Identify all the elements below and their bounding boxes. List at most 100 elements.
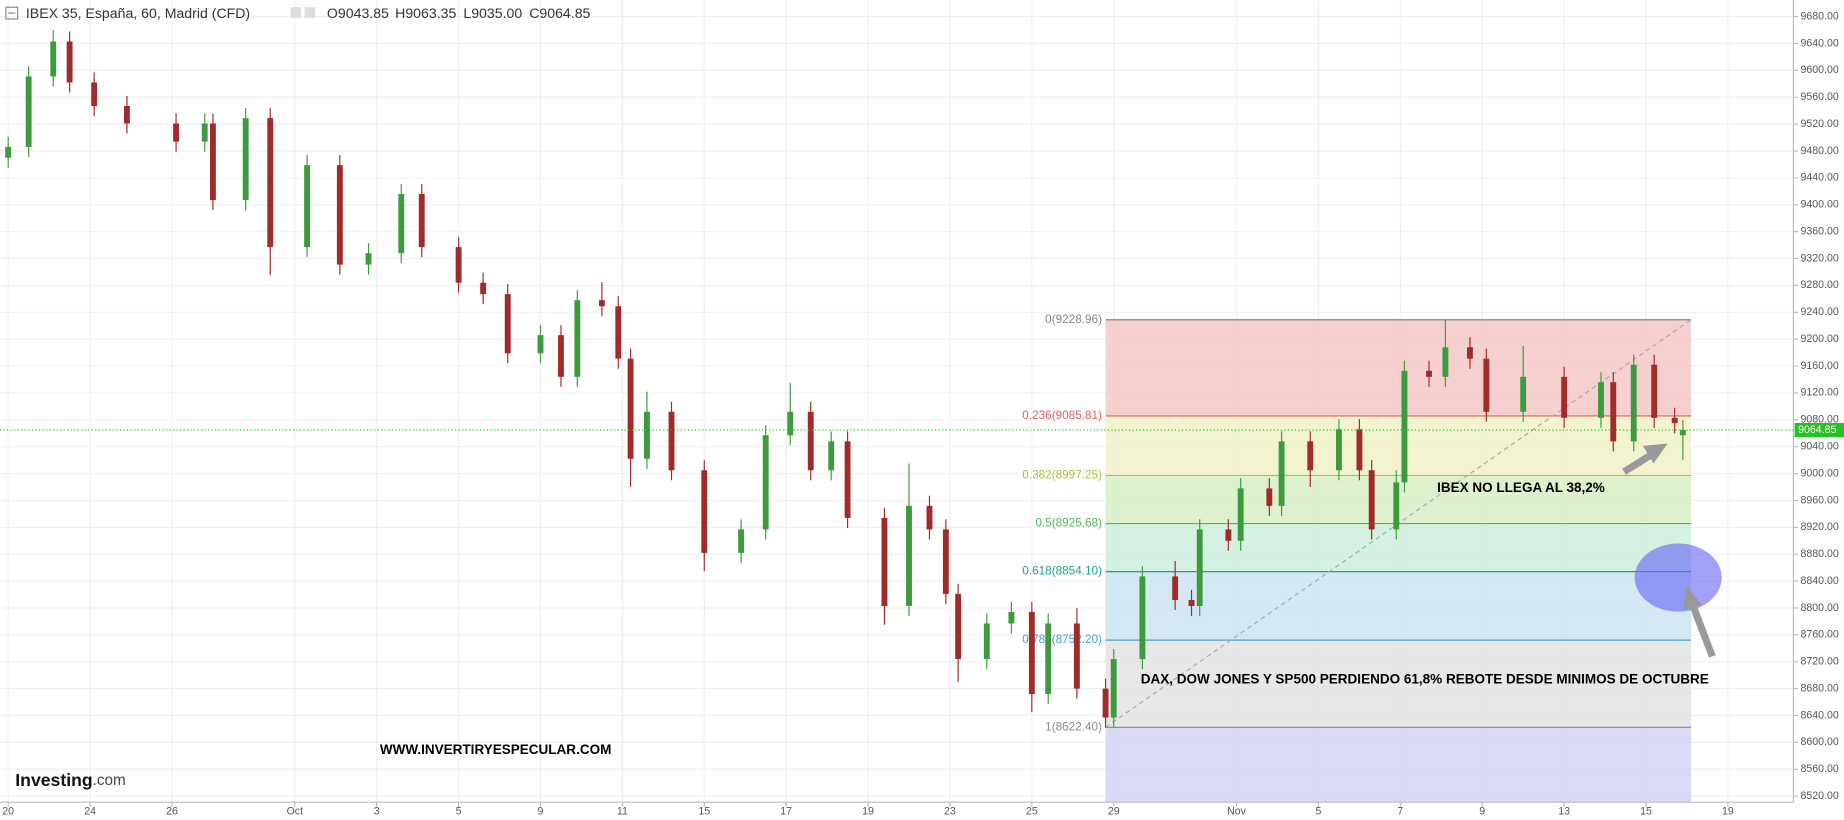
y-tick-label: 8560.00 — [1800, 763, 1838, 775]
y-tick-label: 9520.00 — [1800, 118, 1838, 130]
y-tick-label: 8920.00 — [1800, 521, 1838, 533]
header-high: H9063.35 — [395, 5, 456, 21]
fib-band — [1105, 415, 1692, 476]
candle-body — [418, 194, 425, 248]
candle-body — [5, 146, 12, 158]
candle-body — [955, 593, 962, 660]
arrow — [1622, 443, 1668, 475]
y-tick-label: 9440.00 — [1800, 172, 1838, 184]
y-tick-label: 9240.00 — [1800, 306, 1838, 318]
candle-body — [1630, 364, 1637, 442]
highlight-ellipse — [1634, 543, 1722, 612]
annotation: DAX, DOW JONES Y SP500 PERDIENDO 61,8% R… — [1141, 671, 1709, 686]
x-tick-label: 3 — [374, 805, 380, 817]
fib-level-label: 0.382(8997.25) — [1022, 469, 1102, 482]
candle-body — [1335, 429, 1342, 471]
candle-body — [574, 300, 581, 377]
candle-body — [201, 123, 208, 142]
candle-body — [1307, 441, 1314, 471]
candle-body — [1188, 599, 1195, 606]
candle-body — [1401, 370, 1408, 483]
logo-word: Investing — [15, 770, 92, 790]
candle-body — [1483, 358, 1490, 412]
overlay-layer: IBEX NO LLEGA AL 38,2% DAX, DOW JONES Y … — [15, 443, 1722, 790]
candle-body — [1598, 382, 1604, 418]
candle-body — [668, 411, 675, 471]
arrow-shaft — [1690, 605, 1716, 658]
candle-body — [50, 41, 57, 77]
candle-body — [558, 335, 564, 377]
y-tick-label: 9080.00 — [1800, 414, 1838, 426]
candle-body — [1073, 623, 1080, 689]
y-tick-label: 9160.00 — [1800, 360, 1838, 372]
candle-body — [926, 505, 933, 530]
candle-body — [1520, 376, 1527, 412]
arrow-head — [1682, 585, 1702, 611]
candle-body — [1139, 576, 1146, 660]
header-low: L9035.00 — [463, 5, 522, 21]
y-tick-label: 9280.00 — [1800, 279, 1838, 291]
candle-body — [1008, 612, 1015, 624]
x-tick-label: 5 — [456, 805, 462, 817]
candle-body — [1102, 688, 1109, 718]
logo-suffix: .com — [93, 772, 126, 789]
candle-body — [615, 306, 622, 359]
candle-body — [1045, 623, 1052, 695]
settings-icon[interactable] — [290, 7, 302, 18]
y-tick-label: 9040.00 — [1800, 441, 1838, 453]
candle-body — [644, 411, 650, 459]
candle-body — [480, 282, 487, 295]
candle-body — [1426, 370, 1432, 377]
y-tick-label: 8800.00 — [1800, 602, 1838, 614]
y-tick-label: 9200.00 — [1800, 333, 1838, 345]
candle-body — [1610, 382, 1617, 442]
candle-body — [787, 411, 794, 436]
y-tick-label: 9120.00 — [1800, 387, 1838, 399]
candle-body — [1028, 612, 1035, 695]
last-price-tag — [1794, 422, 1844, 438]
header-close: C9064.85 — [529, 5, 590, 21]
y-tick-label: 8840.00 — [1800, 575, 1838, 587]
y-tick-label: 9400.00 — [1800, 199, 1838, 211]
candle-body — [1393, 482, 1400, 530]
candle-body — [1266, 488, 1273, 506]
y-tick-label: 8640.00 — [1800, 709, 1838, 721]
x-tick-label: 15 — [1640, 805, 1652, 817]
y-tick-label: 8600.00 — [1800, 736, 1838, 748]
header: IBEX 35, España, 60, Madrid (CFD) O9043.… — [5, 5, 591, 21]
fib-band — [1105, 319, 1692, 416]
y-tick-label: 8720.00 — [1800, 656, 1838, 668]
candle-body — [1196, 529, 1203, 606]
x-tick-label: Oct — [287, 805, 304, 817]
candle-body — [209, 123, 216, 201]
candle-layer — [0, 30, 1794, 728]
fib-band — [1105, 523, 1692, 572]
annotation: WWW.INVERTIRYESPECULAR.COM — [380, 742, 612, 757]
fib-level-label: 0.5(8925.68) — [1035, 517, 1102, 530]
x-tick-label: 19 — [1722, 805, 1734, 817]
fib-level-label: 0.236(9085.81) — [1022, 409, 1102, 422]
candle-body — [365, 253, 372, 265]
y-tick-label: 8880.00 — [1800, 548, 1838, 560]
candle-body — [1278, 441, 1285, 506]
fib-band — [1105, 640, 1692, 728]
candle-body — [627, 358, 634, 459]
candle-body — [336, 165, 343, 265]
settings-icon[interactable] — [304, 7, 316, 18]
fib-level-label: 0(9228.96) — [1045, 313, 1102, 326]
candle-body — [598, 300, 605, 307]
x-tick-label: 24 — [84, 805, 96, 817]
logo: Investing.com — [15, 770, 125, 790]
candle-body — [1467, 347, 1473, 359]
candle-body — [304, 165, 311, 248]
x-tick-label: 5 — [1316, 805, 1322, 817]
y-tick-label: 9680.00 — [1800, 10, 1838, 22]
arrow-shaft — [1622, 451, 1655, 475]
chart-title: IBEX 35, España, 60, Madrid (CFD) — [26, 5, 250, 21]
collapse-icon — [5, 6, 19, 20]
candle-body — [1237, 488, 1244, 541]
candle-body — [1356, 429, 1363, 471]
arrow — [1682, 585, 1716, 658]
